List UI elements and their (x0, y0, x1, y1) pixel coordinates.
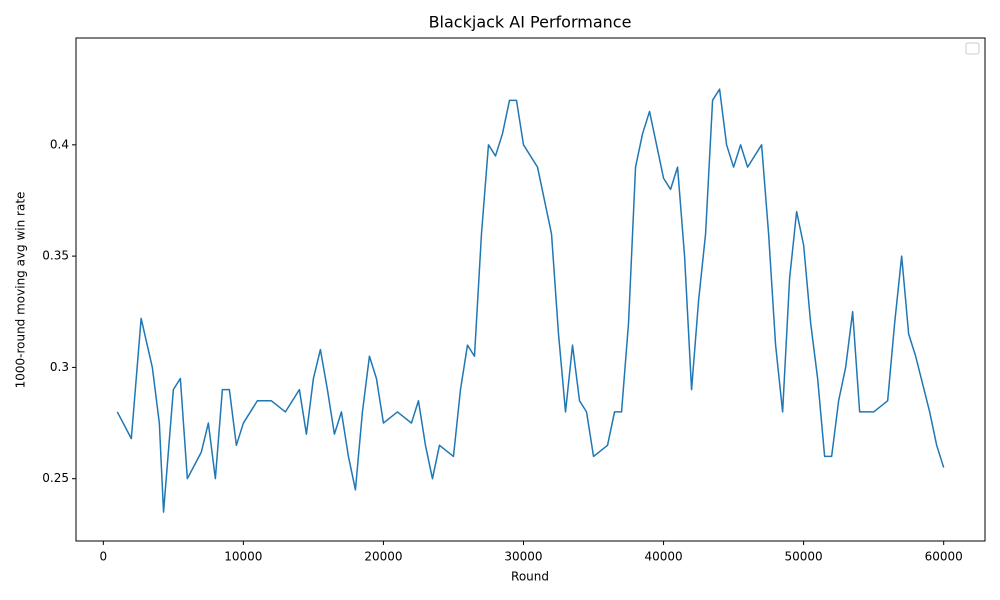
line-series (116, 88, 945, 513)
y-tick-label: 0.3 (50, 360, 69, 374)
axes-frame (75, 37, 986, 542)
x-tick-label: 0 (99, 550, 107, 564)
y-tick-label: 0.35 (42, 249, 69, 263)
x-tick-label: 50000 (785, 550, 823, 564)
y-tick-label: 0.25 (42, 471, 69, 485)
x-tick-label: 10000 (224, 550, 262, 564)
legend (965, 42, 980, 55)
chart-title: Blackjack AI Performance (429, 13, 632, 32)
x-tick-label: 20000 (364, 550, 402, 564)
y-axis-label: 1000-round moving avg win rate (14, 192, 28, 389)
x-axis-label: Round (511, 570, 549, 584)
plot-area (116, 88, 945, 513)
x-tick-label: 30000 (504, 550, 542, 564)
y-tick-label: 0.4 (50, 137, 69, 151)
x-tick-label: 40000 (644, 550, 682, 564)
x-tick-label: 60000 (925, 550, 963, 564)
